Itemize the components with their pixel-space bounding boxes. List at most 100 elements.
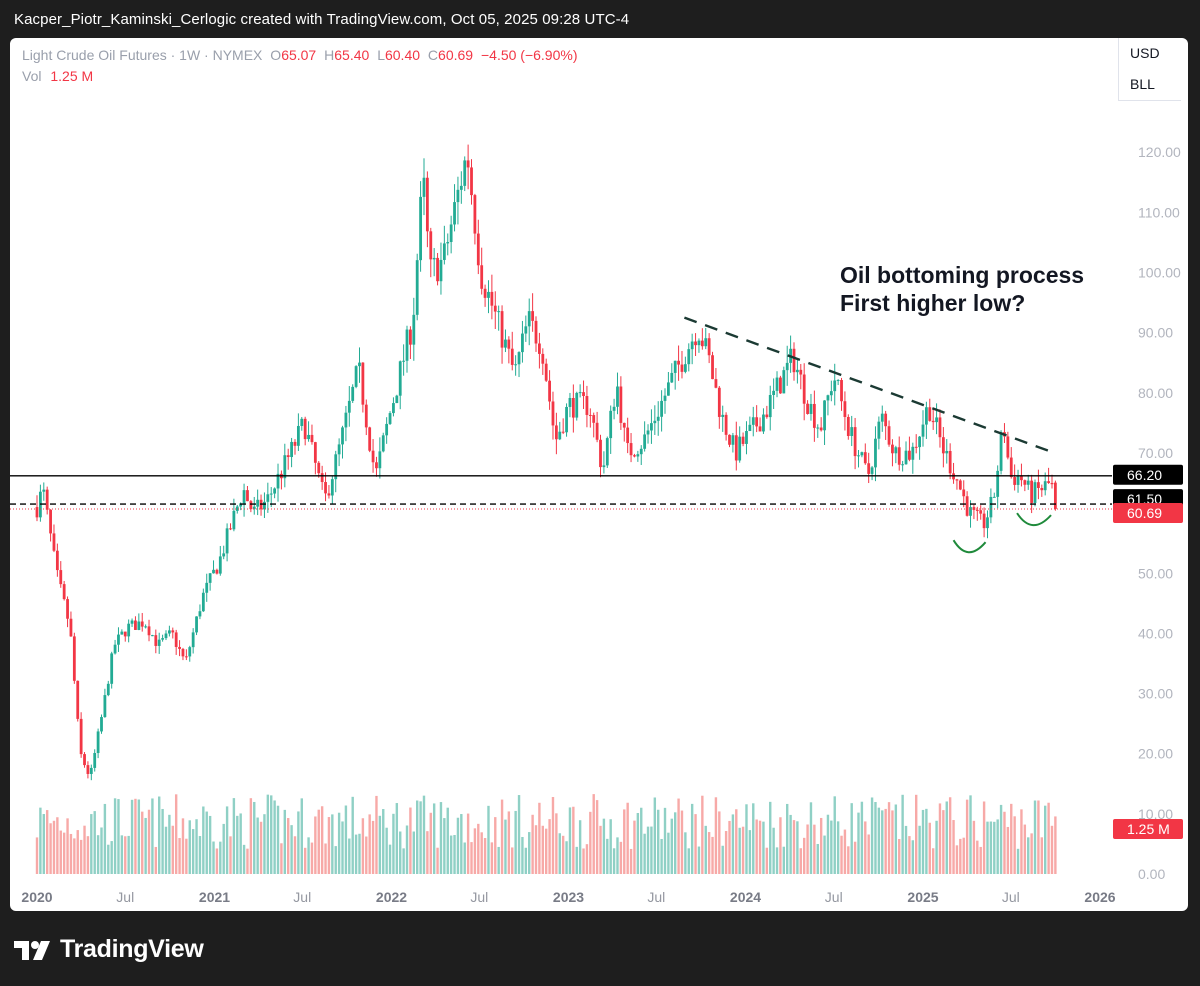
candle-body [45,489,49,510]
volume-bar [110,841,113,874]
candle [938,409,942,448]
candle [510,331,514,371]
candle [999,430,1003,475]
candle-body [110,653,114,684]
candle-body [599,439,602,468]
candle-body [863,452,867,464]
candle-body [609,410,613,439]
candle-body [96,731,100,754]
candle [344,405,348,442]
volume-bar [86,836,90,874]
volume-bar [130,799,134,874]
candle-body [616,386,619,407]
volume-bar [704,825,707,874]
volume-bar [813,824,816,874]
candle [368,426,372,453]
candle-body [249,501,253,510]
candle [962,480,966,508]
candle-body [388,413,392,424]
candle-body [663,395,667,401]
candle-body [473,195,477,234]
volume-bar [1054,816,1057,874]
volume-label: Vol [22,68,42,84]
volume-bar [687,848,690,874]
candle-body [992,496,996,498]
volume-bar [836,821,840,874]
candle-body [310,434,314,443]
candle [42,482,46,501]
candle-body [405,329,409,361]
candle [1023,479,1027,492]
candle [324,472,327,502]
volume-bar [103,803,107,874]
candle-body [212,569,215,574]
candle [935,403,938,435]
candle [381,432,385,453]
candle-body [1023,480,1027,485]
volume-bar [898,838,901,874]
chart-panel[interactable]: 120.00 110.00 100.00 90.00 80.00 70.00 50.00 40… [10,38,1188,911]
symbol-name: Light Crude Oil Futures · 1W · NYMEX [22,47,263,63]
candle-body [707,338,711,356]
volume-bar [585,844,589,874]
candle [751,406,755,437]
candle [768,385,772,431]
volume-bar [59,830,62,874]
candle-body [327,493,331,496]
volume-bar [680,810,684,874]
volume-bar [640,807,643,874]
candle-body [470,167,473,196]
volume-bar [755,819,758,874]
candle [330,476,334,505]
volume-bar [955,845,959,874]
volume-bar [246,848,249,874]
candle-body [269,493,273,495]
candle [1026,474,1030,490]
candle [982,507,986,538]
volume-bar [816,843,819,874]
candle [154,629,158,654]
candle-body [524,326,528,334]
candle-body [592,415,596,423]
candle-body [385,423,389,436]
candle [585,385,589,428]
volume-bar [942,810,945,874]
candle [296,413,300,451]
y-tick-label: 80.00 [1138,385,1173,401]
volume-bar [864,821,867,874]
unit-selector[interactable]: USD BLL [1118,38,1181,101]
volume-bar [205,811,208,874]
volume-bar [324,843,327,874]
volume-bar [249,798,253,874]
volume-bar [959,838,962,874]
candle [551,391,555,440]
candle-body [239,503,243,507]
candle [622,422,626,442]
volume-bar [819,817,823,874]
candle-body [459,185,463,190]
volume-bar [219,841,222,874]
candle [256,489,260,516]
volume-bar [124,836,127,874]
y-tick-label: 110.00 [1138,204,1180,220]
candle [38,484,42,522]
volume-bar [1050,825,1054,874]
volume-bar [823,835,826,874]
volume-bar [232,798,236,874]
volume-bar [483,838,487,874]
candle-body [962,489,966,497]
price-label: 66.20 [1113,464,1183,485]
currency-unit[interactable]: USD [1130,45,1160,61]
volume-bar [701,795,704,874]
candle-body [680,364,684,372]
candle [476,219,480,275]
candle [955,478,959,490]
candle [565,403,568,437]
candle [762,408,765,434]
candle-body [782,370,786,394]
measure-unit[interactable]: BLL [1130,76,1155,92]
candle-body [544,363,548,381]
volume-bar [497,846,500,874]
candle-body [955,479,959,481]
price-chart[interactable]: 120.00 110.00 100.00 90.00 80.00 70.00 50.00 40… [10,38,1188,911]
